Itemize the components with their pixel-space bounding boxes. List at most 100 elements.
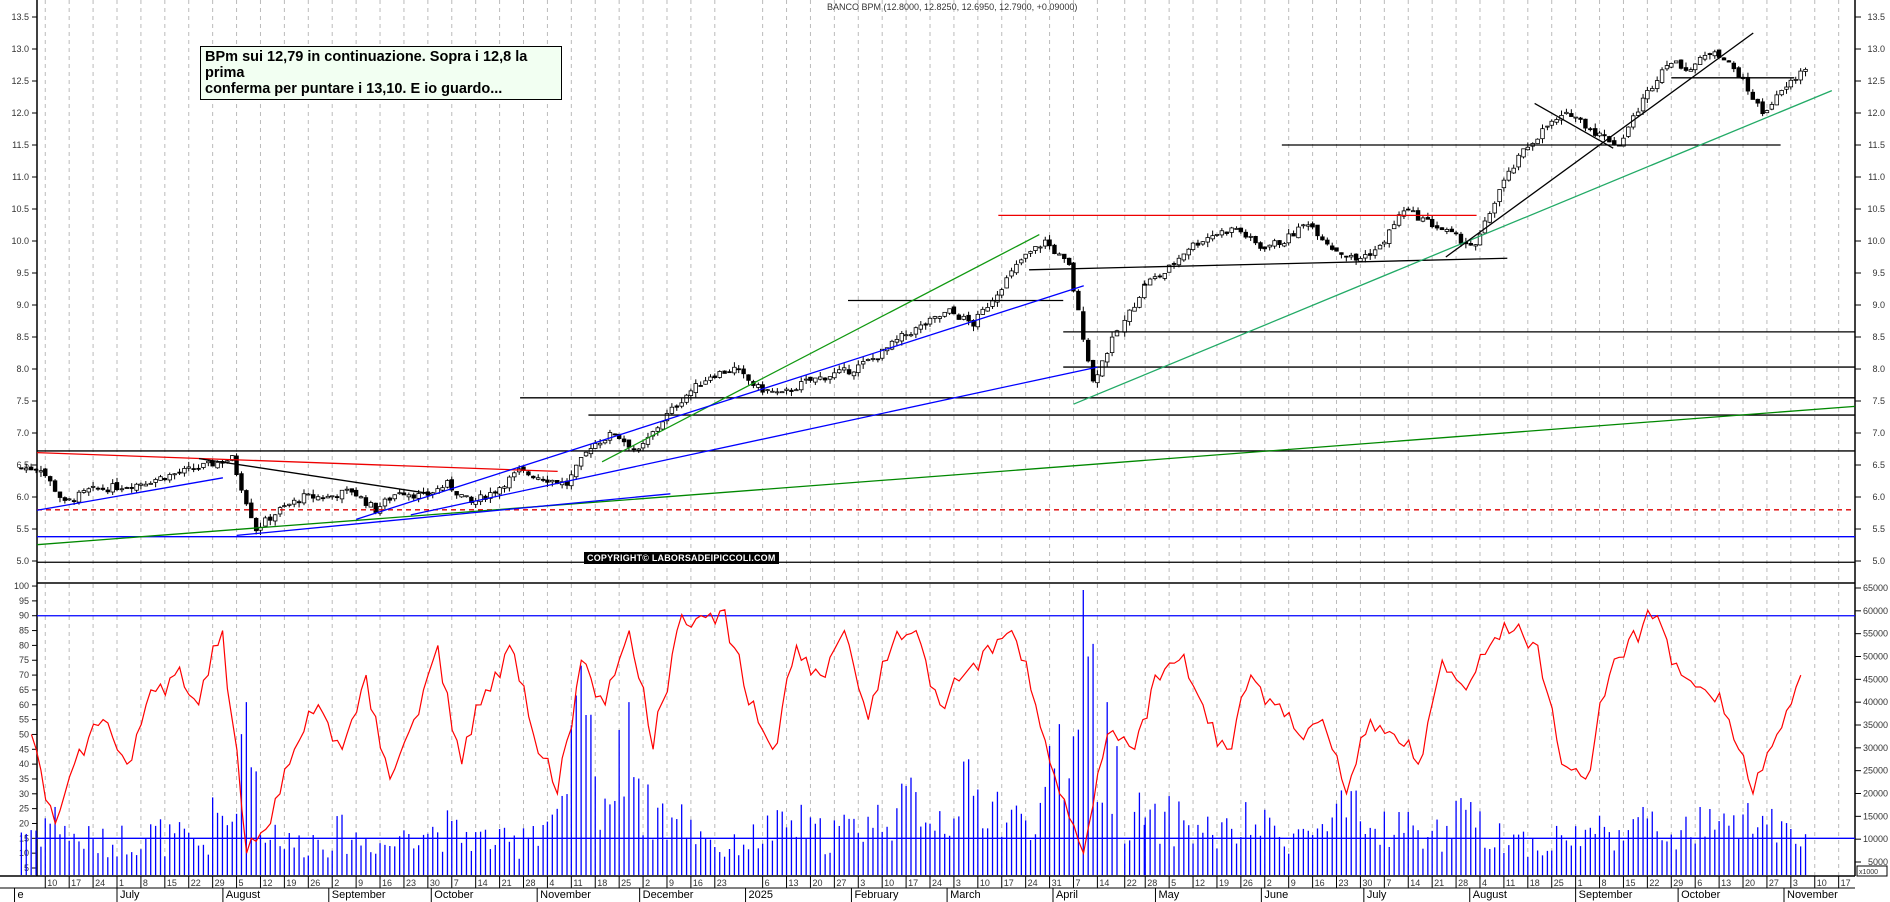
candle-body <box>210 460 215 467</box>
candle-body <box>1477 233 1483 246</box>
price-tick-label-left: 6.5 <box>16 460 29 470</box>
candle-body <box>889 340 895 350</box>
month-label: e <box>16 889 25 901</box>
candle-body <box>1640 97 1646 112</box>
candle-body <box>33 468 39 471</box>
trend-line <box>1445 32 1754 258</box>
candle-body <box>344 488 350 491</box>
candle-body <box>440 487 445 491</box>
candle-body <box>1549 120 1554 126</box>
candle-body <box>1057 253 1062 256</box>
candle-body <box>1090 359 1096 382</box>
candle-body <box>191 468 196 470</box>
candle-body <box>913 327 919 335</box>
candle-body <box>449 479 454 491</box>
candle-body <box>698 385 703 387</box>
candle-body <box>937 316 943 319</box>
candle-body <box>1014 263 1019 274</box>
date-tick-label: 26 <box>310 878 320 888</box>
candle-body <box>803 378 809 381</box>
candle-body <box>19 467 24 470</box>
candle-body <box>52 480 58 492</box>
date-tick-label: 1 <box>119 878 124 888</box>
candle-body <box>1650 88 1655 92</box>
candle-body <box>1127 309 1132 323</box>
oscillator-tick-label: 35 <box>19 774 29 784</box>
candle-body <box>1081 311 1086 340</box>
candle-body <box>411 494 416 499</box>
month-label: June <box>1263 889 1290 901</box>
candle-body <box>1803 68 1808 72</box>
candle-body <box>1573 116 1578 119</box>
month-label: October <box>1680 889 1722 901</box>
candle-body <box>1234 228 1239 230</box>
candle-body <box>186 466 191 469</box>
candle-body <box>837 369 842 374</box>
date-tick-label: 17 <box>71 878 81 888</box>
candle-body <box>66 498 72 501</box>
candle-body <box>1654 80 1660 89</box>
price-tick-label-left: 5.0 <box>16 556 29 566</box>
candle-body <box>789 389 794 392</box>
date-tick-label: 17 <box>908 878 918 888</box>
candle-body <box>712 375 717 379</box>
candle-body <box>1588 128 1593 131</box>
candle-body <box>1434 225 1440 229</box>
candle-body <box>1664 65 1670 70</box>
candle-body <box>1692 63 1698 71</box>
candle-body <box>1238 227 1244 233</box>
candle-body <box>1334 247 1339 252</box>
month-label: December <box>641 889 695 901</box>
candle-body <box>995 294 1000 303</box>
date-tick-label: 12 <box>1195 878 1205 888</box>
month-label: May <box>1157 889 1181 901</box>
candle-body <box>153 479 158 483</box>
candle-body <box>1253 235 1258 244</box>
month-label: September <box>1577 889 1634 901</box>
candle-body <box>1439 227 1445 231</box>
candle-body <box>741 368 746 375</box>
candle-body <box>249 502 254 519</box>
candle-body <box>497 487 502 495</box>
candle-body <box>903 334 909 337</box>
price-tick-label-left: 10.5 <box>11 204 29 214</box>
date-tick-label: 3 <box>1793 878 1798 888</box>
date-tick-label: 25 <box>1554 878 1564 888</box>
date-tick-label: 6 <box>1697 878 1702 888</box>
candle-body <box>1712 51 1717 57</box>
candle-body <box>1621 137 1626 147</box>
date-tick-label: 2 <box>645 878 650 888</box>
candle-body <box>1788 79 1794 88</box>
candle-body <box>1291 233 1296 237</box>
month-label: September <box>330 889 387 901</box>
candle-body <box>1612 140 1617 146</box>
price-tick-label-left: 12.0 <box>11 108 29 118</box>
candle-body <box>196 467 201 470</box>
candle-body <box>382 498 388 507</box>
trend-line <box>198 457 432 495</box>
candle-body <box>387 497 393 501</box>
candle-body <box>1200 241 1206 245</box>
candle-body <box>1229 227 1234 233</box>
oscillator-tick-label: 20 <box>19 818 29 828</box>
candle-body <box>856 364 861 374</box>
candle-body <box>966 314 971 322</box>
date-tick-label: 2 <box>334 878 339 888</box>
candle-body <box>808 376 813 381</box>
candle-body <box>1511 167 1516 174</box>
candle-body <box>640 443 646 449</box>
candle-body <box>230 455 235 461</box>
candle-body <box>134 483 139 491</box>
price-tick-label-right: 11.5 <box>1868 140 1885 150</box>
price-tick-label-right: 7.5 <box>1872 396 1885 406</box>
candle-body <box>416 493 421 499</box>
oscillator-tick-label: 95 <box>19 596 29 606</box>
price-tick-label-right: 8.5 <box>1872 332 1885 342</box>
price-tick-label-left: 10.0 <box>11 236 29 246</box>
oscillator-tick-label: 60 <box>19 700 29 710</box>
date-tick-label: 11 <box>1506 878 1515 888</box>
date-tick-label: 8 <box>1602 878 1607 888</box>
month-label: July <box>119 889 141 901</box>
candle-body <box>1004 277 1009 289</box>
